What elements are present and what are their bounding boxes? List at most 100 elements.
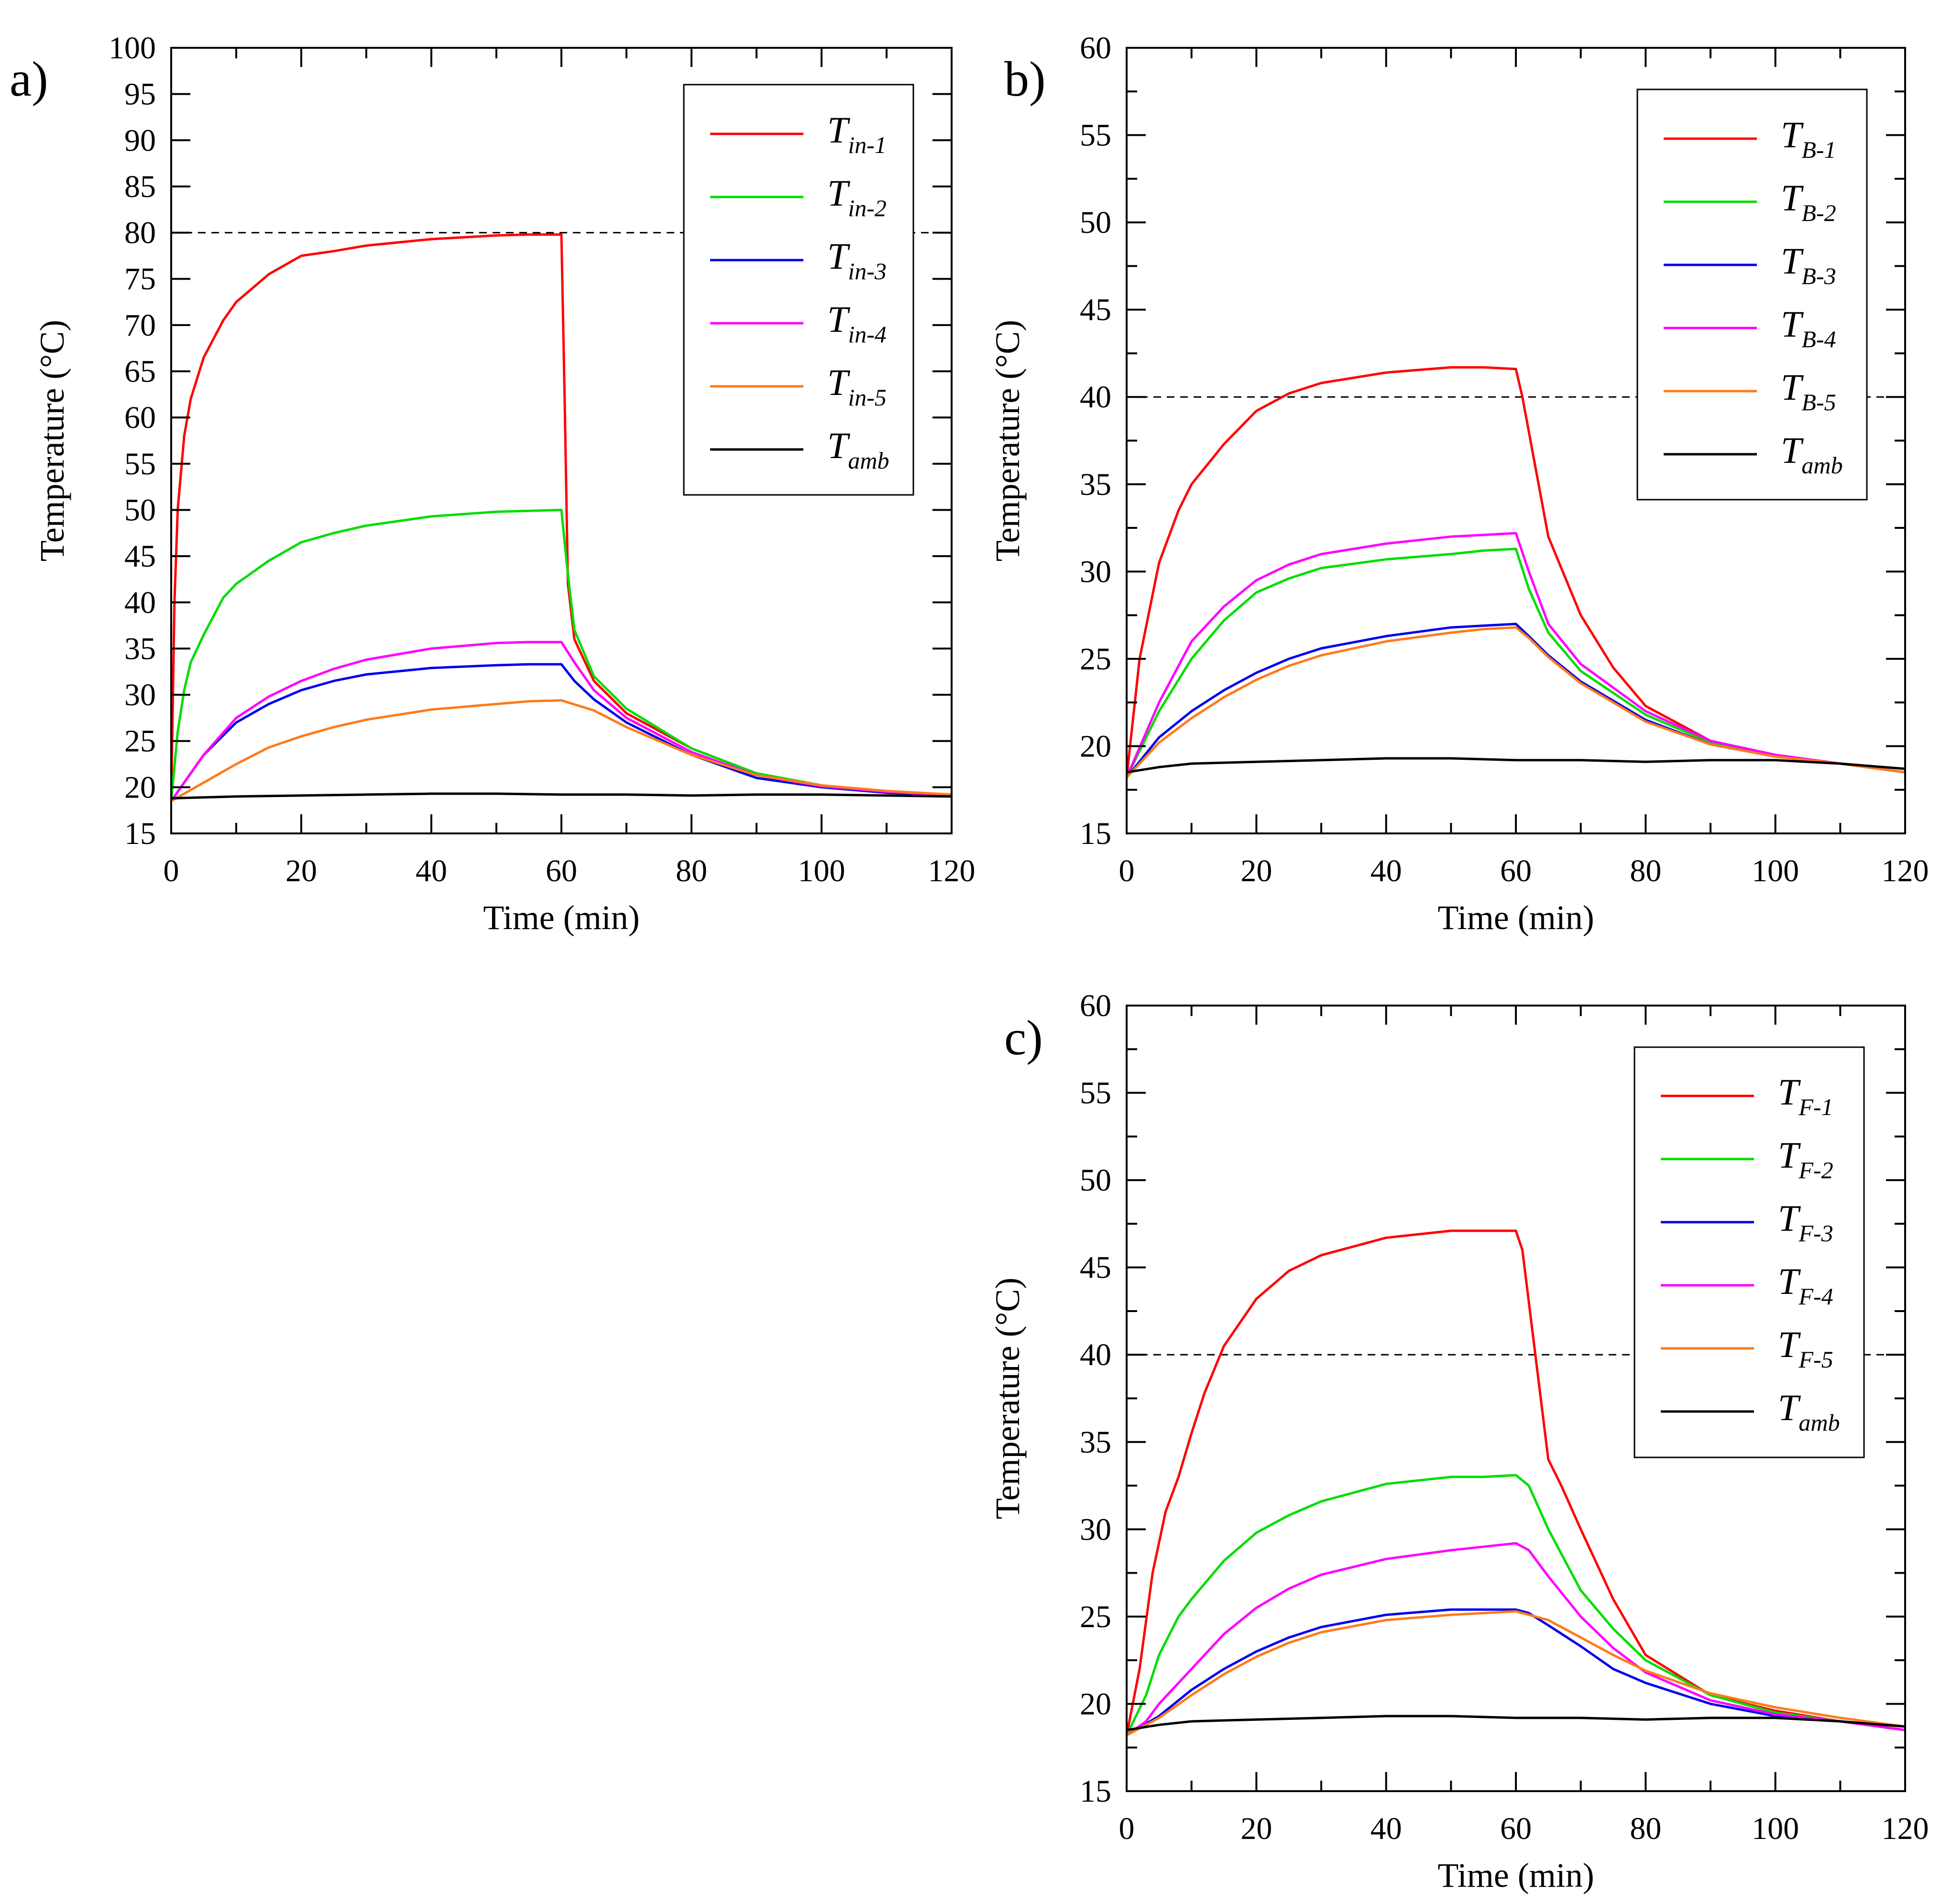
legend-box bbox=[1636, 88, 1868, 501]
y-tick-label: 35 bbox=[1080, 467, 1111, 502]
legend-symbol: T bbox=[827, 361, 850, 403]
x-tick-label: 20 bbox=[1240, 854, 1272, 888]
y-tick-label: 65 bbox=[124, 354, 156, 389]
legend-subscript: B-1 bbox=[1801, 136, 1836, 163]
legend-subscript: F-1 bbox=[1798, 1094, 1833, 1120]
chart-panel-1: 0 20 40 60 80 100 120 15 20 25 30 35 40 45 50 55 60 65 70 7… bbox=[10, 31, 976, 937]
legend-entry-F-1: TF-1 bbox=[1778, 1071, 1833, 1120]
y-tick-label: 40 bbox=[124, 585, 156, 620]
y-tick-label: 20 bbox=[1080, 729, 1111, 764]
legend-box bbox=[683, 84, 914, 496]
x-tick-label: 80 bbox=[1630, 854, 1661, 888]
y-tick-label: 45 bbox=[1080, 1250, 1111, 1285]
legend-symbol: T bbox=[1781, 429, 1804, 471]
y-tick-label: 35 bbox=[124, 631, 156, 666]
legend-symbol: T bbox=[1781, 303, 1804, 345]
legend-symbol: T bbox=[1781, 366, 1804, 408]
y-axis-label: Temperature (°C) bbox=[33, 320, 71, 562]
legend-subscript: in-4 bbox=[848, 321, 887, 348]
chart-panel-2: 0 20 40 60 80 100 120 15 20 25 30 35 40 45 50 55 60 Time … bbox=[988, 31, 1929, 937]
legend-subscript: F-3 bbox=[1798, 1220, 1833, 1247]
legend-symbol: T bbox=[1778, 1071, 1801, 1113]
y-tick-label: 20 bbox=[124, 770, 156, 805]
legend-entry-B-2: TB-2 bbox=[1781, 177, 1836, 226]
legend-entry-F-4: TF-4 bbox=[1778, 1260, 1833, 1310]
series-line-B-3 bbox=[1127, 623, 1905, 778]
y-tick-label: 30 bbox=[1080, 1512, 1111, 1547]
x-axis-label: Time (min) bbox=[483, 898, 639, 937]
x-tick-label: 0 bbox=[164, 854, 179, 888]
x-tick-label: 60 bbox=[1500, 1811, 1532, 1846]
chart-panel-3: 0 20 40 60 80 100 120 15 20 25 30 35 40 45 50 55 60 Time … bbox=[988, 988, 1929, 1894]
legend-symbol: T bbox=[1778, 1134, 1801, 1176]
series-line-B-1 bbox=[1127, 366, 1905, 778]
legend-subscript: in-5 bbox=[848, 384, 887, 411]
y-axis-label: Temperature (°C) bbox=[988, 1278, 1027, 1520]
y-axis-label: Temperature (°C) bbox=[988, 320, 1027, 562]
legend-symbol: T bbox=[827, 109, 850, 151]
series-line-F-4 bbox=[1127, 1542, 1905, 1737]
y-tick-label: 50 bbox=[1080, 1163, 1111, 1198]
legend-symbol: T bbox=[1778, 1197, 1801, 1239]
y-tick-label: 20 bbox=[1080, 1686, 1111, 1721]
y-tick-label: 30 bbox=[1080, 554, 1111, 589]
legend-symbol: T bbox=[1778, 1387, 1801, 1428]
x-tick-label: 80 bbox=[1630, 1811, 1661, 1846]
y-tick-label: 70 bbox=[124, 308, 156, 343]
x-axis-label: Time (min) bbox=[1437, 898, 1594, 937]
series-line-amb bbox=[171, 792, 952, 799]
series-line-F-3 bbox=[1127, 1608, 1905, 1737]
series-line-amb bbox=[1127, 757, 1905, 774]
legend-subscript: F-2 bbox=[1798, 1157, 1833, 1183]
legend-subscript: B-5 bbox=[1801, 389, 1836, 416]
legend-subscript: amb bbox=[1798, 1409, 1840, 1436]
y-tick-label: 50 bbox=[1080, 205, 1111, 240]
legend-entry-in-4: Tin-4 bbox=[827, 298, 887, 348]
legend-entry-B-3: TB-3 bbox=[1781, 240, 1836, 289]
legend-entry-B-4: TB-4 bbox=[1781, 303, 1836, 352]
y-tick-label: 90 bbox=[124, 123, 156, 158]
y-tick-label: 40 bbox=[1080, 1337, 1111, 1372]
legend-symbol: T bbox=[827, 298, 850, 340]
y-tick-label: 60 bbox=[1080, 988, 1111, 1023]
x-tick-label: 40 bbox=[416, 854, 447, 888]
y-tick-label: 25 bbox=[124, 724, 156, 759]
legend-symbol: T bbox=[827, 172, 850, 214]
series-line-in-3 bbox=[171, 663, 952, 802]
y-tick-label: 95 bbox=[124, 77, 156, 112]
panel-label: a) bbox=[10, 52, 48, 107]
legend-entry-in-3: Tin-3 bbox=[827, 235, 887, 285]
legend-subscript: amb bbox=[848, 447, 889, 474]
legend-symbol: T bbox=[1781, 177, 1804, 219]
legend-entry-in-1: Tin-1 bbox=[827, 109, 887, 158]
legend-subscript: B-4 bbox=[1801, 326, 1836, 352]
x-tick-label: 120 bbox=[1882, 1811, 1929, 1846]
y-tick-label: 45 bbox=[124, 539, 156, 574]
panel-label: c) bbox=[1004, 1010, 1043, 1065]
y-tick-label: 100 bbox=[109, 31, 156, 66]
legend-subscript: F-4 bbox=[1798, 1283, 1833, 1310]
x-tick-label: 40 bbox=[1371, 854, 1402, 888]
y-tick-label: 15 bbox=[124, 816, 156, 851]
x-axis-label: Time (min) bbox=[1437, 1856, 1594, 1894]
x-tick-label: 0 bbox=[1119, 854, 1135, 888]
y-tick-label: 45 bbox=[1080, 293, 1111, 328]
y-tick-label: 60 bbox=[124, 400, 156, 435]
series-line-in-5 bbox=[171, 699, 952, 802]
legend-subscript: B-3 bbox=[1801, 263, 1836, 289]
x-tick-label: 40 bbox=[1371, 1811, 1402, 1846]
legend-entry-amb: Tamb bbox=[1781, 429, 1843, 479]
series-line-B-2 bbox=[1127, 547, 1905, 778]
legend-symbol: T bbox=[827, 425, 850, 466]
y-tick-label: 40 bbox=[1080, 380, 1111, 415]
panel-label: b) bbox=[1004, 52, 1046, 107]
legend-subscript: amb bbox=[1801, 452, 1842, 479]
x-tick-label: 0 bbox=[1119, 1811, 1135, 1846]
x-tick-label: 20 bbox=[285, 854, 317, 888]
y-tick-label: 25 bbox=[1080, 642, 1111, 677]
x-tick-label: 100 bbox=[1752, 854, 1799, 888]
x-tick-label: 120 bbox=[1882, 854, 1929, 888]
y-tick-label: 30 bbox=[124, 678, 156, 712]
